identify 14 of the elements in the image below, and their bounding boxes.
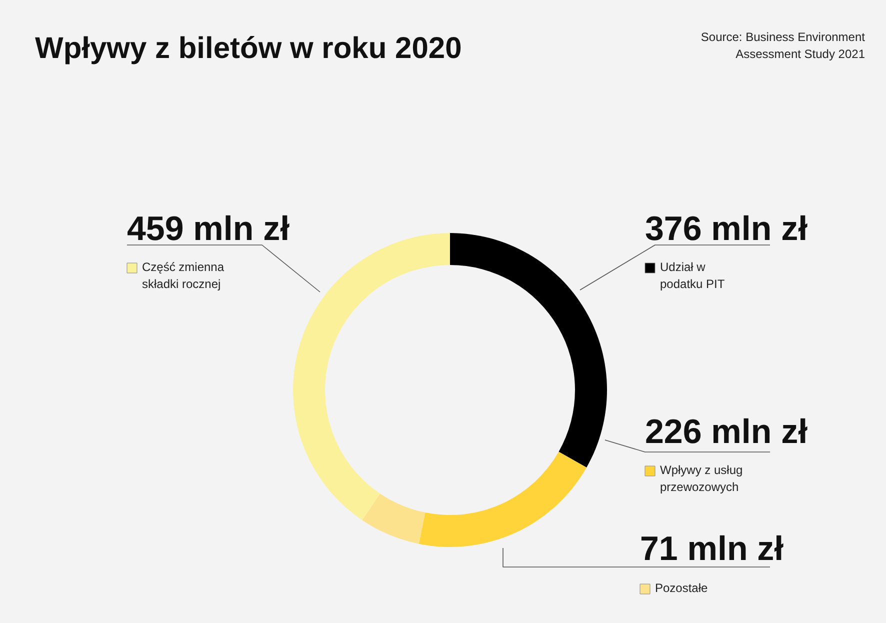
legend-label: Pozostałe <box>655 581 708 595</box>
donut-slice <box>418 452 587 547</box>
legend-label: Udział w podatku PIT <box>660 260 726 291</box>
chart-title: Wpływy z biletów w roku 2020 <box>35 32 462 65</box>
source-note: Source: Business Environment Assessment Study 2021 <box>700 30 866 61</box>
data-label: 226 mln zł <box>645 413 808 451</box>
data-label: 376 mln zł <box>645 210 808 248</box>
data-label: 459 mln zł <box>127 210 290 248</box>
legend-label: Wpływy z usług przewozowych <box>660 463 743 494</box>
donut-slice <box>362 494 426 544</box>
donut-slice <box>450 233 607 468</box>
donut-slice <box>293 233 450 520</box>
data-label: 71 mln zł <box>640 530 784 568</box>
legend-label: Część zmienna składki rocznej <box>142 260 224 291</box>
